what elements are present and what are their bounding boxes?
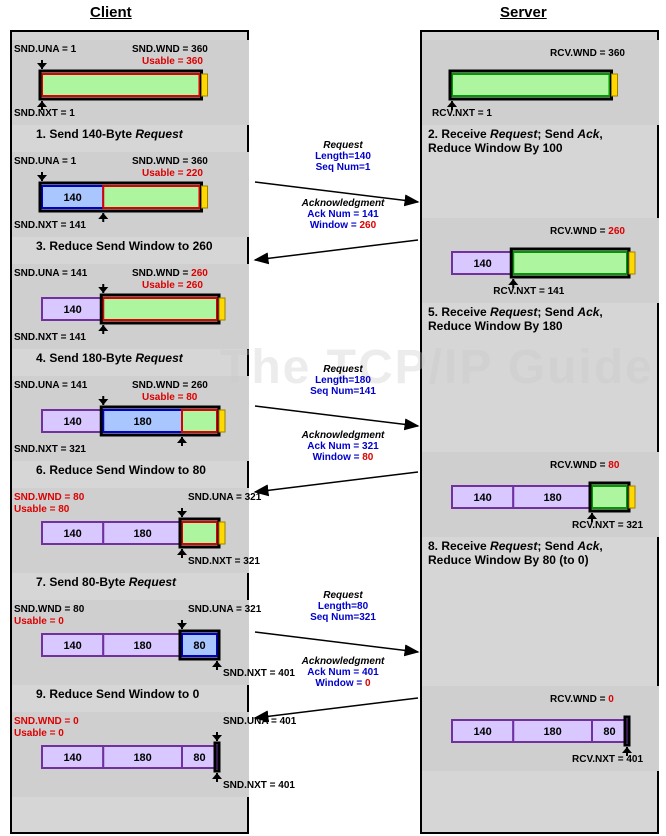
value-label: RCV.NXT = 401 [572, 754, 643, 765]
client-column: SND.UNA = 1SND.WND = 360Usable = 360SND.… [10, 30, 249, 834]
svg-text:180: 180 [133, 752, 151, 764]
value-label: SND.UNA = 141 [14, 380, 87, 391]
window-panel: 140 SND.UNA = 141 SND.WND = 260Usable = 26… [12, 264, 249, 349]
window-panel: SND.UNA = 1 SND.WND = 360Usable = 360 SND.… [12, 40, 249, 125]
value-label: SND.UNA = 141 [14, 268, 87, 279]
step-title: 1. Send 140-Byte Request [36, 127, 261, 141]
value-label: RCV.NXT = 141 [493, 286, 564, 297]
value-label: RCV.WND = 360 [550, 48, 625, 59]
window-panel: 140 RCV.WND = 260 RCV.NXT = 141 [422, 218, 659, 303]
value-label: RCV.NXT = 321 [572, 520, 643, 531]
window-panel: 140 180 RCV.WND = 80 RCV.NXT = 321 [422, 452, 659, 537]
value-label: SND.NXT = 321 [188, 556, 260, 567]
value-label: Usable = 260 [142, 280, 203, 291]
step-title: 8. Receive Request; Send Ack,Reduce Wind… [428, 539, 653, 567]
svg-text:80: 80 [193, 640, 205, 652]
svg-text:140: 140 [63, 192, 81, 204]
message-label: AcknowledgmentAck Num = 401Window = 0 [278, 656, 408, 689]
value-label: Usable = 220 [142, 168, 203, 179]
window-panel: 140 180 80 RCV.WND = 0 RCV.NXT = 401 [422, 686, 659, 771]
window-panel: 140 SND.UNA = 1 SND.WND = 360Usable = 220 S… [12, 152, 249, 237]
svg-text:80: 80 [193, 752, 205, 764]
message-label: AcknowledgmentAck Num = 321Window = 80 [278, 430, 408, 463]
step-title: 6. Reduce Send Window to 80 [36, 463, 261, 477]
value-label: SND.NXT = 1 [14, 108, 75, 119]
svg-text:180: 180 [543, 726, 561, 738]
message-label: RequestLength=180Seq Num=141 [278, 364, 408, 397]
value-label: Usable = 0 [14, 728, 64, 739]
value-label: SND.UNA = 401 [223, 716, 296, 727]
server-column: RCV.WND = 360 RCV.NXT = 1 2. Receive Reque… [420, 30, 659, 834]
value-label: RCV.NXT = 1 [432, 108, 492, 119]
svg-text:140: 140 [473, 258, 491, 270]
value-label: SND.NXT = 321 [14, 444, 86, 455]
svg-text:140: 140 [63, 640, 81, 652]
client-header: Client [90, 4, 132, 21]
step-title: 9. Reduce Send Window to 0 [36, 687, 261, 701]
value-label: RCV.WND = 260 [550, 226, 625, 237]
server-header: Server [500, 4, 547, 21]
message-label: RequestLength=140Seq Num=1 [278, 140, 408, 173]
svg-text:180: 180 [133, 528, 151, 540]
value-label: Usable = 80 [142, 392, 197, 403]
value-label: SND.WND = 360 [132, 156, 208, 167]
svg-text:180: 180 [543, 492, 561, 504]
svg-text:140: 140 [63, 304, 81, 316]
value-label: SND.UNA = 321 [188, 492, 261, 503]
value-label: SND.WND = 260 [132, 380, 208, 391]
value-label: SND.WND = 80 [14, 604, 84, 615]
svg-text:140: 140 [473, 726, 491, 738]
value-label: Usable = 360 [142, 56, 203, 67]
value-label: Usable = 0 [14, 616, 64, 627]
message-label: RequestLength=80Seq Num=321 [278, 590, 408, 623]
value-label: RCV.WND = 80 [550, 460, 619, 471]
step-title: 2. Receive Request; Send Ack,Reduce Wind… [428, 127, 653, 155]
value-label: SND.NXT = 141 [14, 220, 86, 231]
value-label: RCV.WND = 0 [550, 694, 614, 705]
value-label: SND.NXT = 401 [223, 780, 295, 791]
svg-text:80: 80 [603, 726, 615, 738]
diagram-canvas: Client Server SND.UNA = 1SND.WND = 360Us… [0, 0, 666, 836]
value-label: SND.UNA = 1 [14, 156, 76, 167]
window-panel: 14018080SND.WND = 80Usable = 0SND.UNA = … [12, 600, 249, 685]
step-title: 3. Reduce Send Window to 260 [36, 239, 261, 253]
svg-text:180: 180 [133, 640, 151, 652]
window-panel: 14018080SND.WND = 0Usable = 0SND.UNA = 4… [12, 712, 249, 797]
message-label: AcknowledgmentAck Num = 141Window = 260 [278, 198, 408, 231]
svg-text:140: 140 [63, 752, 81, 764]
step-title: 7. Send 80-Byte Request [36, 575, 261, 589]
window-panel: 140180SND.WND = 80Usable = 80SND.UNA = 3… [12, 488, 249, 573]
value-label: SND.WND = 360 [132, 44, 208, 55]
value-label: SND.UNA = 1 [14, 44, 76, 55]
step-title: 5. Receive Request; Send Ack,Reduce Wind… [428, 305, 653, 333]
svg-text:140: 140 [63, 416, 81, 428]
value-label: SND.UNA = 321 [188, 604, 261, 615]
value-label: SND.NXT = 141 [14, 332, 86, 343]
value-label: SND.WND = 260 [132, 268, 208, 279]
window-panel: RCV.WND = 360 RCV.NXT = 1 [422, 40, 659, 125]
svg-text:140: 140 [473, 492, 491, 504]
value-label: SND.WND = 80 [14, 492, 84, 503]
svg-text:140: 140 [63, 528, 81, 540]
value-label: SND.WND = 0 [14, 716, 79, 727]
svg-text:180: 180 [133, 416, 151, 428]
value-label: Usable = 80 [14, 504, 69, 515]
window-panel: 140 180 SND.UNA = 141 SND.WND = 260Usable =… [12, 376, 249, 461]
